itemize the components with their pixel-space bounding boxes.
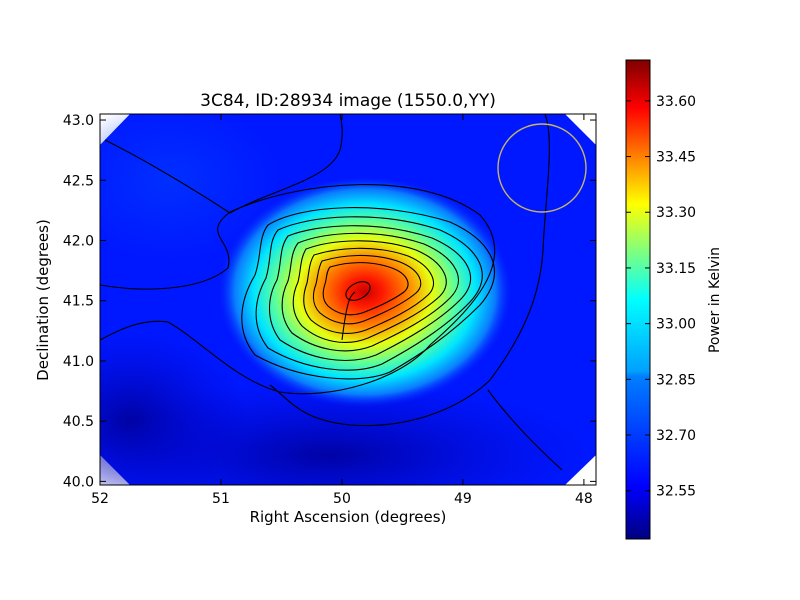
y-tick-label: 41.5: [63, 294, 94, 310]
y-tick-label: 43.0: [63, 113, 94, 129]
colorbar-tick-label: 33.00: [656, 317, 696, 333]
heatmap-peak-region: [215, 174, 515, 410]
colorbar: [625, 59, 651, 540]
contour-line: [292, 240, 447, 343]
x-axis-label: Right Ascension (degrees): [250, 508, 447, 526]
contour-line: [255, 216, 483, 371]
contour-line: [241, 207, 495, 380]
contour-line: [104, 114, 343, 214]
contour-line: [269, 114, 550, 427]
colorbar-label: Power in Kelvin: [707, 247, 723, 353]
colorbar-tick-label: 33.15: [656, 261, 696, 277]
chart-title: 3C84, ID:28934 image (1550.0,YY): [200, 91, 496, 111]
y-axis-label: Declination (degrees): [34, 219, 52, 381]
x-tick-label: 49: [454, 491, 472, 507]
x-tick-label: 52: [91, 491, 109, 507]
contour-line: [345, 281, 371, 301]
colorbar-tick-label: 33.60: [656, 94, 696, 110]
y-tick-label: 40.0: [63, 474, 94, 490]
contour-line: [281, 232, 459, 352]
colorbar-tick-label: 33.45: [656, 150, 696, 166]
x-tick-label: 50: [333, 491, 351, 507]
contour-line: [487, 389, 563, 471]
contour-line: [312, 254, 422, 325]
y-axis-ticks: 40.0 40.5 41.0 41.5 42.0 42.5 43.0: [63, 113, 596, 490]
colorbar-tick-label: 33.30: [656, 205, 696, 221]
contour-line: [303, 247, 434, 334]
contour-lines: [100, 114, 563, 471]
contour-line: [100, 184, 496, 395]
contour-line: [322, 262, 409, 316]
y-tick-label: 41.0: [63, 354, 94, 370]
x-tick-label: 51: [212, 491, 230, 507]
heatmap-image: [100, 114, 596, 485]
colorbar-tick-label: 32.70: [656, 428, 696, 444]
y-tick-label: 40.5: [63, 414, 94, 430]
x-tick-label: 48: [575, 491, 593, 507]
beam-circle: [497, 123, 587, 213]
contour-line: [269, 225, 472, 361]
contour-line: [341, 291, 356, 341]
colorbar-ticks: 32.55 32.70 32.85 33.00 33.15 33.30 33.45 33.60: [626, 94, 696, 500]
colorbar-tick-label: 32.55: [656, 484, 696, 500]
heatmap-low-region: [100, 330, 250, 485]
y-tick-label: 42.0: [63, 233, 94, 249]
plot-frame: [99, 113, 597, 486]
y-tick-label: 42.5: [63, 173, 94, 189]
colorbar-tick-label: 32.85: [656, 372, 696, 388]
x-axis-ticks: 52 51 50 49 48: [91, 114, 593, 507]
